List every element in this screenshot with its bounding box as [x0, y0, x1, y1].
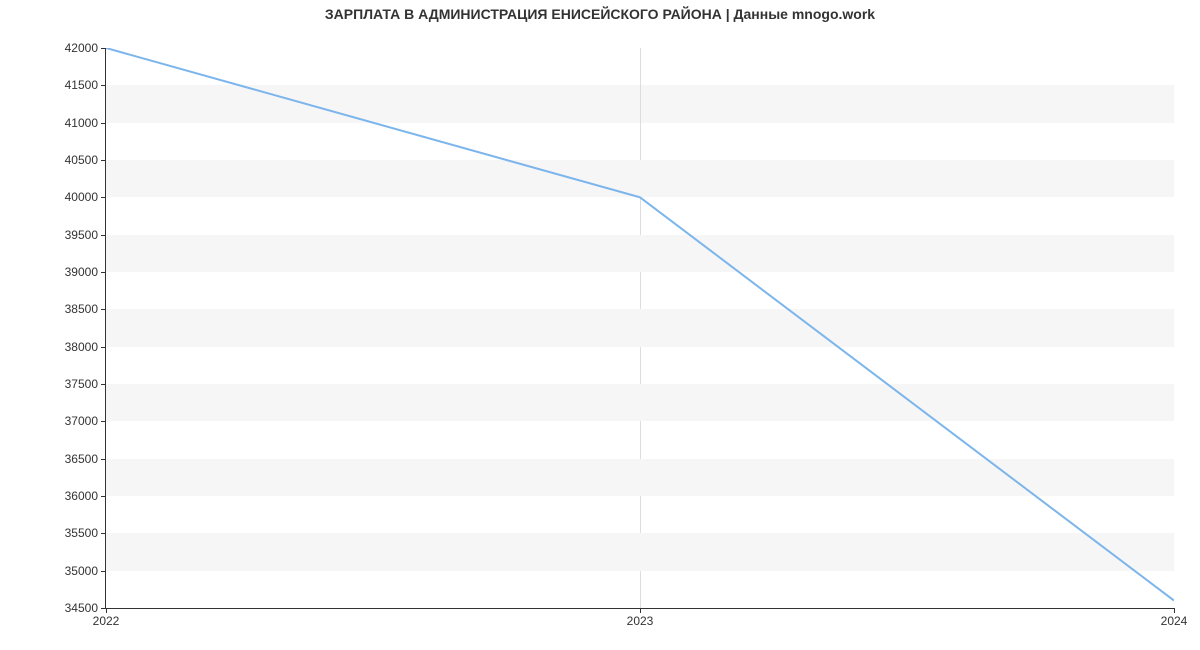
x-tick-mark [106, 608, 107, 613]
y-tick-mark [101, 421, 106, 422]
y-tick-label: 39500 [65, 228, 98, 242]
y-tick-mark [101, 309, 106, 310]
y-tick-mark [101, 571, 106, 572]
x-tick-label: 2023 [627, 614, 654, 628]
y-tick-mark [101, 160, 106, 161]
x-tick-mark [1174, 608, 1175, 613]
y-tick-label: 35500 [65, 526, 98, 540]
y-tick-label: 35000 [65, 564, 98, 578]
y-tick-label: 41500 [65, 78, 98, 92]
y-tick-label: 36500 [65, 452, 98, 466]
y-tick-label: 40000 [65, 190, 98, 204]
y-tick-label: 38000 [65, 340, 98, 354]
x-tick-mark [640, 608, 641, 613]
y-tick-mark [101, 85, 106, 86]
y-tick-mark [101, 123, 106, 124]
x-tick-label: 2022 [93, 614, 120, 628]
y-tick-mark [101, 533, 106, 534]
y-tick-mark [101, 384, 106, 385]
x-tick-label: 2024 [1161, 614, 1188, 628]
y-tick-mark [101, 272, 106, 273]
plot-area: 3450035000355003600036500370003750038000… [105, 48, 1174, 609]
y-tick-label: 37000 [65, 414, 98, 428]
y-tick-label: 39000 [65, 265, 98, 279]
y-tick-label: 38500 [65, 302, 98, 316]
y-tick-mark [101, 347, 106, 348]
y-tick-label: 37500 [65, 377, 98, 391]
y-tick-mark [101, 48, 106, 49]
salary-chart: ЗАРПЛАТА В АДМИНИСТРАЦИЯ ЕНИСЕЙСКОГО РАЙ… [0, 0, 1200, 650]
series-line-salary [106, 48, 1174, 601]
y-tick-label: 42000 [65, 41, 98, 55]
y-tick-mark [101, 197, 106, 198]
line-series-svg [106, 48, 1174, 608]
y-tick-label: 36000 [65, 489, 98, 503]
y-tick-mark [101, 459, 106, 460]
y-tick-label: 41000 [65, 116, 98, 130]
y-tick-mark [101, 496, 106, 497]
chart-title: ЗАРПЛАТА В АДМИНИСТРАЦИЯ ЕНИСЕЙСКОГО РАЙ… [0, 6, 1200, 22]
y-tick-mark [101, 235, 106, 236]
y-tick-label: 40500 [65, 153, 98, 167]
y-tick-label: 34500 [65, 601, 98, 615]
